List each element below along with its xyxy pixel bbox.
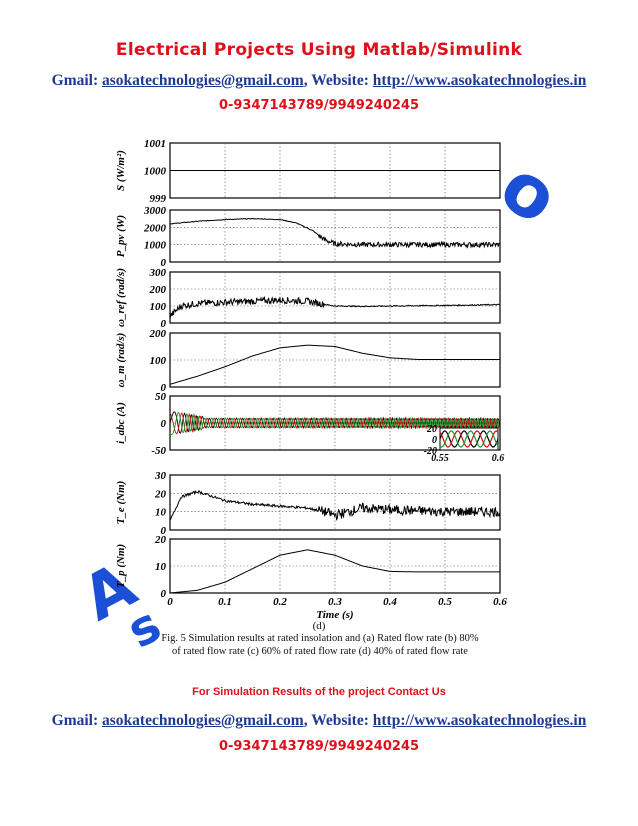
footer-contact-line: Gmail: asokatechnologies@gmail.com, Webs… bbox=[0, 712, 638, 730]
footer-email-link[interactable]: asokatechnologies@gmail.com bbox=[102, 712, 304, 729]
ytick-label-1-0: 0 bbox=[161, 257, 167, 269]
ytick-label-2-2: 200 bbox=[149, 284, 167, 296]
ytick-label-4-0: -50 bbox=[151, 445, 166, 457]
caption-line-2: of rated flow rate (c) 60% of rated flow… bbox=[172, 646, 468, 657]
inset-ytick-2: 20 bbox=[426, 424, 437, 435]
ytick-label-1-3: 3000 bbox=[143, 205, 167, 217]
inset-xtick-1: 0.6 bbox=[492, 453, 505, 464]
contact-us-text: For Simulation Results of the project Co… bbox=[192, 686, 446, 698]
xtick-label-1: 0.1 bbox=[218, 596, 232, 608]
inset-series-a bbox=[439, 430, 499, 448]
current-series-b bbox=[169, 412, 501, 435]
xtick-label-5: 0.5 bbox=[438, 596, 452, 608]
ytick-label-4-1: 0 bbox=[161, 418, 167, 430]
inset-xtick-0: 0.55 bbox=[431, 453, 449, 464]
ytick-label-5-0: 0 bbox=[161, 525, 167, 537]
ytick-label-0-1: 1000 bbox=[144, 166, 167, 178]
series-line-5 bbox=[169, 489, 501, 521]
ytick-label-4-2: 50 bbox=[155, 391, 167, 403]
ytick-label-5-2: 20 bbox=[154, 488, 167, 500]
series-line-3 bbox=[169, 344, 500, 385]
ytick-label-6-1: 10 bbox=[155, 561, 167, 573]
figure-caption: Fig. 5 Simulation results at rated insol… bbox=[150, 632, 490, 658]
inset-series-c bbox=[439, 430, 499, 448]
website-link[interactable]: http://www.asokatechnologies.in bbox=[372, 72, 587, 89]
ylabel-3: ω_m (rad/s) bbox=[115, 333, 127, 388]
footer-gmail-label: Gmail: bbox=[51, 712, 103, 729]
figure-sub-label: (d) bbox=[312, 620, 326, 632]
ylabel-0: S (W/m²) bbox=[115, 150, 127, 191]
inset-ytick-0: -20 bbox=[424, 446, 437, 457]
xtick-label-4: 0.4 bbox=[383, 596, 397, 608]
xtick-label-0: 0 bbox=[167, 596, 173, 608]
ytick-label-3-0: 0 bbox=[161, 382, 167, 394]
ytick-label-5-3: 30 bbox=[154, 470, 167, 482]
ytick-label-6-0: 0 bbox=[161, 588, 167, 600]
ytick-label-2-1: 100 bbox=[150, 301, 167, 313]
series-line-6 bbox=[169, 549, 500, 594]
ylabel-6: T_p (Nm) bbox=[115, 544, 127, 588]
inset-series-b bbox=[439, 430, 499, 448]
ytick-label-2-3: 300 bbox=[149, 267, 167, 279]
current-series-c bbox=[169, 412, 501, 436]
xtick-label-3: 0.3 bbox=[328, 596, 342, 608]
ytick-label-3-1: 100 bbox=[150, 355, 167, 367]
ytick-label-0-2: 1001 bbox=[144, 138, 166, 150]
footer-website-label: , Website: bbox=[303, 712, 373, 729]
caption-line-1: Fig. 5 Simulation results at rated insol… bbox=[161, 633, 479, 644]
ylabel-2: ω_ref (rad/s) bbox=[115, 268, 127, 327]
ytick-label-3-2: 200 bbox=[149, 328, 167, 340]
header-contact-line: Gmail: asokatechnologies@gmail.com, Webs… bbox=[0, 72, 638, 90]
inset-ytick-1: 0 bbox=[432, 435, 437, 446]
ytick-label-1-2: 2000 bbox=[143, 222, 167, 234]
email-link[interactable]: asokatechnologies@gmail.com bbox=[102, 72, 304, 89]
ylabel-4: i_abc (A) bbox=[115, 402, 127, 444]
ylabel-5: T_e (Nm) bbox=[115, 481, 127, 525]
ytick-label-2-0: 0 bbox=[161, 318, 167, 330]
header-phone: 0-9347143789/9949240245 bbox=[218, 98, 420, 113]
page-title: Electrical Projects Using Matlab/Simulin… bbox=[115, 40, 523, 60]
ytick-label-1-1: 1000 bbox=[144, 240, 167, 252]
gmail-label: Gmail: bbox=[51, 72, 103, 89]
xtick-label-6: 0.6 bbox=[493, 596, 507, 608]
ylabel-1: P_pv (W) bbox=[115, 215, 127, 257]
ytick-label-0-0: 999 bbox=[150, 193, 167, 205]
xtick-label-2: 0.2 bbox=[273, 596, 287, 608]
footer-phone: 0-9347143789/9949240245 bbox=[218, 739, 420, 754]
series-line-1 bbox=[169, 217, 500, 249]
ytick-label-6-2: 20 bbox=[154, 534, 167, 546]
ytick-label-5-1: 10 bbox=[155, 507, 167, 519]
series-line-2 bbox=[169, 295, 500, 319]
website-label: , Website: bbox=[303, 72, 373, 89]
footer-website-link[interactable]: http://www.asokatechnologies.in bbox=[372, 712, 587, 729]
xlabel: Time (s) bbox=[316, 609, 353, 621]
